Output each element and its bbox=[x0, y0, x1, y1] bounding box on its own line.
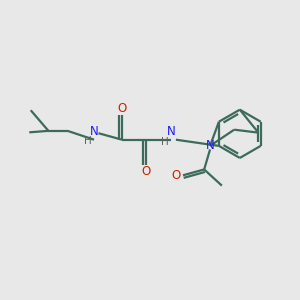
Text: O: O bbox=[172, 169, 181, 182]
Text: H: H bbox=[161, 137, 169, 147]
Text: H: H bbox=[84, 136, 92, 146]
Text: O: O bbox=[117, 102, 127, 115]
Text: N: N bbox=[90, 125, 99, 138]
Text: O: O bbox=[141, 165, 150, 178]
Text: N: N bbox=[167, 125, 175, 138]
Text: N: N bbox=[206, 140, 214, 152]
